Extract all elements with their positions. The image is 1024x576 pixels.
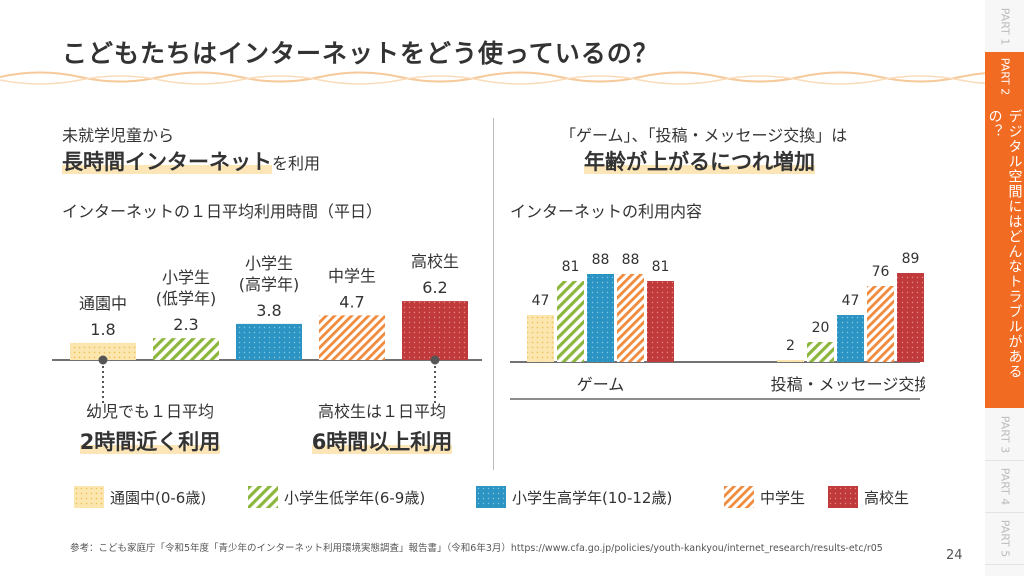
bar-shogaku_high-1 (837, 315, 864, 362)
legend-label-koko: 高校生 (864, 488, 910, 507)
legend-swatch-shogaku-low (248, 486, 278, 508)
bar-chugaku-1 (867, 286, 894, 362)
callout-young-line2: 2時間近く利用 (60, 426, 240, 456)
category-label-shogaku_low: (低学年) (156, 289, 217, 308)
tab-part-4[interactable]: PART 4 (985, 460, 1024, 513)
legend-label-tsuen: 通園中(0-6歳) (110, 488, 207, 507)
value-label-tsuen-1: 2 (786, 338, 795, 354)
value-label-shogaku_low: 2.3 (173, 315, 198, 334)
left-headline: 長時間インターネットを利用 (62, 146, 320, 176)
callout-high-emphasis: 6時間以上利用 (311, 430, 453, 454)
bar-koko-1 (897, 273, 924, 362)
category-label-0: ゲーム (577, 375, 625, 394)
source-footnote: 参考：こども家庭庁「令和5年度「青少年のインターネット利用環境実態調査」報告書」… (70, 543, 883, 554)
category-label-shogaku_high: 小学生 (245, 254, 293, 273)
bar-tsuen (70, 342, 136, 360)
tab-part-1-label: PART 1 (997, 7, 1011, 45)
right-lead: 「ゲーム」、「投稿・メッセージ交換」は (560, 126, 848, 145)
section-divider (493, 118, 494, 470)
tab-part-2[interactable]: PART 2 デジタル空間にはどんなトラブルがあるの？ (985, 52, 1024, 408)
bar-koko (402, 301, 468, 360)
value-label-koko-0: 81 (652, 259, 670, 275)
left-headline-bold: 長時間インターネット (62, 150, 272, 174)
legend-item-shogaku-high: 小学生高学年(10-12歳) (476, 486, 672, 508)
left-chart-title: インターネットの１日平均利用時間（平日） (62, 202, 383, 221)
value-label-chugaku: 4.7 (339, 292, 364, 311)
category-label-shogaku_high: (高学年) (239, 275, 300, 294)
bar-chugaku (319, 315, 385, 360)
callout-pointer-dot (98, 355, 108, 365)
bar-tsuen-0 (527, 315, 554, 362)
right-headline-text: 年齢が上がるにつれ増加 (584, 150, 815, 174)
legend-item-tsuen: 通園中(0-6歳) (74, 486, 206, 508)
tab-part-5-label: PART 5 (997, 519, 1011, 557)
category-label-chugaku: 中学生 (328, 266, 376, 285)
tab-part-5[interactable]: PART 5 (985, 512, 1024, 565)
value-label-chugaku-0: 88 (622, 252, 640, 268)
category-label-tsuen: 通園中 (79, 294, 127, 313)
tab-part-3-label: PART 3 (997, 415, 1011, 453)
legend-swatch-tsuen (74, 486, 104, 508)
bar-shogaku_low (153, 338, 219, 360)
value-label-chugaku-1: 76 (872, 264, 890, 280)
callout-young-line1: 幼児でも１日平均 (85, 402, 214, 421)
title-wave-decoration (0, 71, 985, 85)
right-chart-title: インターネットの利用内容 (510, 202, 703, 221)
bar-koko-0 (647, 281, 674, 362)
value-label-koko-1: 89 (902, 251, 920, 267)
callout-high-line1: 高校生は１日平均 (317, 402, 446, 421)
callout-high: 高校生は１日平均 6時間以上利用 (292, 398, 472, 456)
usage-content-chart: 47 81 88 88 81 ゲーム 2 20 47 76 89 投稿・メッセージ交換 (510, 251, 925, 400)
legend-item-koko: 高校生 (828, 486, 909, 508)
bar-shogaku_low-0 (557, 281, 584, 362)
right-headline: 年齢が上がるにつれ増加 (584, 146, 815, 176)
callout-young: 幼児でも１日平均 2時間近く利用 (60, 398, 240, 456)
left-lead: 未就学児童から (62, 126, 175, 145)
tab-part-1[interactable]: PART 1 (985, 0, 1024, 53)
active-chapter-title: デジタル空間にはどんなトラブルがあるの？ (986, 109, 1023, 379)
tab-part-4-label: PART 4 (997, 467, 1011, 505)
callout-young-emphasis: 2時間近く利用 (79, 430, 221, 454)
page-number: 24 (946, 548, 963, 563)
legend-swatch-koko (828, 486, 858, 508)
value-label-shogaku_low-1: 20 (812, 320, 830, 336)
bar-chugaku-0 (617, 274, 644, 362)
legend-label-shogaku-low: 小学生低学年(6-9歳) (284, 488, 426, 507)
left-headline-rest: を利用 (272, 154, 321, 173)
value-label-shogaku_high: 3.8 (256, 301, 281, 320)
legend-item-shogaku-low: 小学生低学年(6-9歳) (248, 486, 425, 508)
category-label-koko: 高校生 (411, 252, 459, 271)
usage-time-chart: 1.8 通園中 2.3 小学生 (低学年) 3.8 小学生 (高学年) 4.7 中学生 6.2 高校生 (52, 252, 482, 405)
value-label-tsuen: 1.8 (90, 320, 115, 339)
bar-tsuen-1 (777, 360, 804, 362)
bar-shogaku_high-0 (587, 274, 614, 362)
tab-part-3[interactable]: PART 3 (985, 408, 1024, 461)
category-label-1: 投稿・メッセージ交換 (771, 375, 925, 394)
legend-label-shogaku-high: 小学生高学年(10-12歳) (512, 488, 673, 507)
legend-swatch-shogaku-high (476, 486, 506, 508)
value-label-koko: 6.2 (422, 278, 447, 297)
legend-label-chugaku: 中学生 (760, 488, 806, 507)
tab-part-2-label: PART 2 (997, 57, 1011, 96)
legend-swatch-chugaku (724, 486, 754, 508)
value-label-shogaku_high-1: 47 (842, 293, 860, 309)
value-label-shogaku_high-0: 88 (592, 252, 610, 268)
bar-shogaku_low-1 (807, 342, 834, 362)
legend-item-chugaku: 中学生 (724, 486, 805, 508)
value-label-tsuen-0: 47 (532, 293, 550, 309)
value-label-shogaku_low-0: 81 (562, 259, 580, 275)
callout-pointer-dot (430, 355, 440, 365)
category-label-shogaku_low: 小学生 (162, 268, 210, 287)
page-title: こどもたちはインターネットをどう使っているの？ (62, 39, 659, 68)
callout-high-line2: 6時間以上利用 (292, 426, 472, 456)
bar-shogaku_high (236, 323, 302, 360)
